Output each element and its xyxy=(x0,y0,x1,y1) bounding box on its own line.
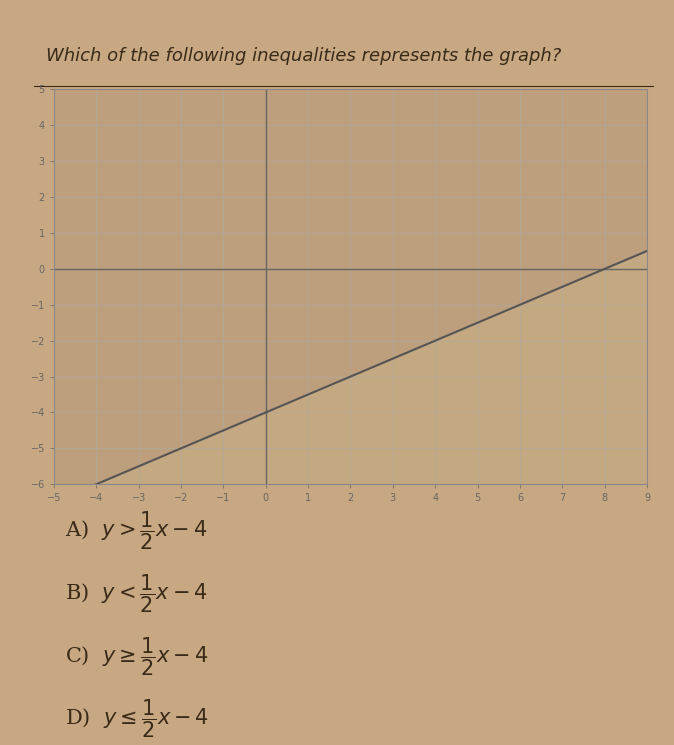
Text: C)  $y \geq \dfrac{1}{2}x - 4$: C) $y \geq \dfrac{1}{2}x - 4$ xyxy=(65,635,208,678)
Text: A)  $y > \dfrac{1}{2}x - 4$: A) $y > \dfrac{1}{2}x - 4$ xyxy=(65,510,208,553)
Text: B)  $y < \dfrac{1}{2}x - 4$: B) $y < \dfrac{1}{2}x - 4$ xyxy=(65,572,208,615)
Text: D)  $y \leq \dfrac{1}{2}x - 4$: D) $y \leq \dfrac{1}{2}x - 4$ xyxy=(65,697,209,741)
Text: Which of the following inequalities represents the graph?: Which of the following inequalities repr… xyxy=(46,47,561,65)
